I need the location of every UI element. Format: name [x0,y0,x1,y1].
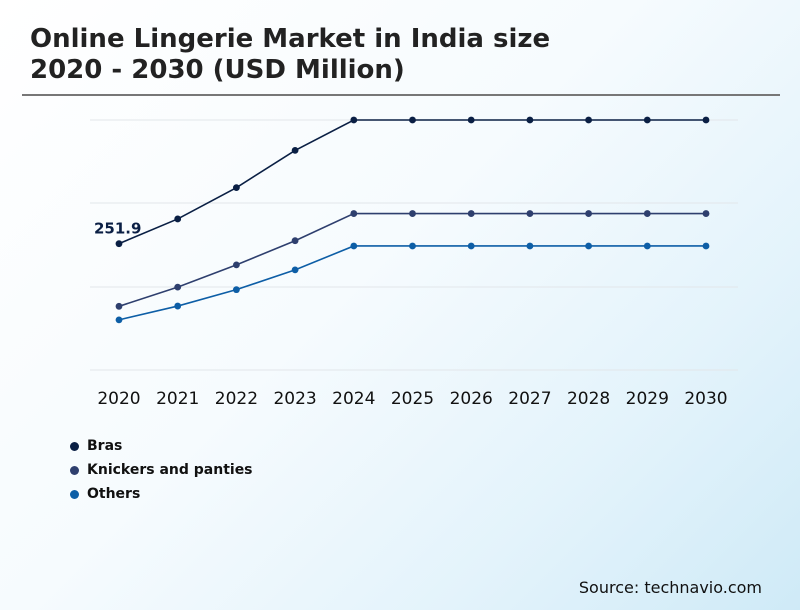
point-knickers-and-panties-2030 [702,210,710,217]
point-knickers-and-panties-2028 [585,210,592,217]
point-others-2020 [115,316,123,324]
legend-item-bras: Bras [70,434,253,458]
source-note: Source: technavio.com [578,578,762,597]
x-tick-2021: 2021 [156,389,199,409]
point-knickers-and-panties-2024 [350,210,358,217]
point-bras-2024 [350,116,358,124]
point-others-2030 [702,242,710,250]
point-others-2024 [350,242,358,250]
point-others-2021 [174,302,182,310]
x-tick-2022: 2022 [215,389,258,409]
point-bras-2022 [233,184,240,192]
x-tick-2030: 2030 [684,389,727,409]
point-others-2025 [409,242,416,250]
title-divider [22,94,780,96]
point-knickers-and-panties-2029 [643,210,651,217]
point-bras-2030 [702,116,710,124]
x-tick-2028: 2028 [567,389,610,409]
chart-title-line-2: 2020 - 2030 (USD Million) [30,55,405,85]
point-others-2029 [643,242,651,250]
point-bras-2020 [115,240,123,248]
x-tick-2025: 2025 [391,389,434,409]
point-knickers-and-panties-2026 [467,210,475,217]
line-chart: 2020 2021 2022 2023 2024 2025 2026 2027 2028 2029… [90,116,738,409]
legend-label-bras: Bras [87,438,123,454]
point-others-2028 [585,242,592,250]
x-tick-2029: 2029 [626,389,669,409]
point-others-2026 [467,242,475,250]
x-tick-2023: 2023 [273,389,316,409]
legend-marker-bras [70,441,79,451]
point-bras-2028 [585,116,592,124]
point-bras-2021 [174,215,182,223]
data-labels: 251.9 [94,220,141,238]
series-lines [118,119,706,321]
series-line-others [118,245,706,321]
point-others-2023 [291,266,299,274]
point-bras-2029 [643,116,651,124]
point-knickers-and-panties-2023 [291,237,299,245]
point-knickers-and-panties-2020 [115,302,123,310]
x-tick-2027: 2027 [508,389,551,409]
point-bras-2023 [291,146,299,154]
point-knickers-and-panties-2025 [409,210,416,217]
x-tick-2020: 2020 [97,389,140,409]
series-line-knickers-and-panties [118,212,706,308]
x-tick-2026: 2026 [450,389,493,409]
data-label-bras-2020: 251.9 [94,220,141,238]
point-knickers-and-panties-2021 [174,283,182,291]
x-axis-tick-labels: 2020 2021 2022 2023 2024 2025 2026 2027 2028 2029… [97,389,727,409]
point-knickers-and-panties-2022 [233,261,240,269]
x-tick-2024: 2024 [332,389,375,409]
legend-marker-knickers-and-panties [70,465,79,475]
series-line-bras [118,119,706,245]
chart-title-line-1: Online Lingerie Market in India size [30,24,551,54]
point-others-2022 [233,286,240,294]
series-points [115,116,710,324]
legend-marker-others [70,489,79,499]
point-knickers-and-panties-2027 [526,210,534,217]
legend-label-knickers-and-panties: Knickers and panties [87,462,253,478]
legend: Bras Knickers and panties Others [70,434,253,506]
chart-title: Online Lingerie Market in India size 202… [30,24,750,86]
legend-item-knickers-and-panties: Knickers and panties [70,458,253,482]
point-bras-2027 [526,116,534,124]
point-bras-2025 [409,116,416,124]
point-bras-2026 [467,116,475,124]
legend-label-others: Others [87,486,141,502]
legend-item-others: Others [70,482,253,506]
point-others-2027 [526,242,534,250]
